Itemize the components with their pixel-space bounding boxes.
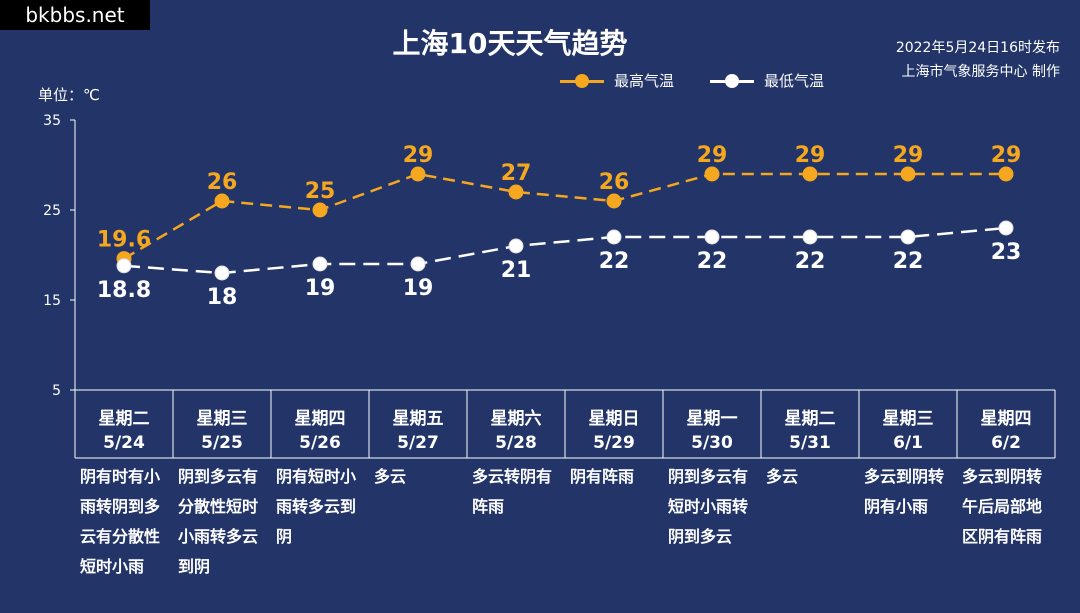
- date-label: 5/26: [299, 433, 341, 453]
- weekday-label: 星期六: [490, 409, 542, 429]
- weather-description: 多云: [374, 467, 407, 486]
- date-label: 6/2: [991, 433, 1021, 453]
- legend-low-marker: [725, 74, 739, 88]
- high-temp-label: 27: [501, 161, 532, 186]
- low-temp-label: 22: [599, 249, 630, 274]
- weekday-label: 星期二: [784, 409, 836, 429]
- y-tick-label: 15: [43, 293, 61, 309]
- low-temp-label: 21: [501, 258, 532, 283]
- high-temp-point: [606, 193, 622, 209]
- weather-description: 多云: [766, 467, 799, 486]
- legend-high-marker: [575, 74, 589, 88]
- low-temp-label: 19: [403, 276, 434, 301]
- high-temp-label: 19.6: [97, 228, 151, 253]
- low-temp-point: [606, 229, 622, 245]
- weekday-label: 星期一: [686, 409, 738, 429]
- high-temp-label: 26: [599, 170, 630, 195]
- low-temp-point: [998, 220, 1014, 236]
- low-temp-label: 22: [893, 249, 924, 274]
- low-temp-point: [312, 256, 328, 272]
- watermark: bkbbs.net: [0, 0, 150, 30]
- y-tick-label: 35: [43, 113, 61, 129]
- date-label: 5/31: [789, 433, 831, 453]
- high-temp-point: [410, 166, 426, 182]
- low-temp-line: [123, 226, 1007, 275]
- low-temp-label: 22: [697, 249, 728, 274]
- date-label: 5/24: [103, 433, 145, 453]
- low-temp-point: [508, 238, 524, 254]
- high-temp-label: 29: [795, 143, 826, 168]
- high-temp-label: 29: [893, 143, 924, 168]
- low-temp-point: [802, 229, 818, 245]
- high-temp-label: 25: [305, 179, 336, 204]
- chart-title: 上海10天天气趋势: [392, 27, 628, 60]
- high-temp-label: 29: [697, 143, 728, 168]
- date-label: 5/29: [593, 433, 635, 453]
- date-label: 5/27: [397, 433, 439, 453]
- y-tick-label: 25: [43, 203, 61, 219]
- high-temp-label: 29: [403, 143, 434, 168]
- low-temp-point: [704, 229, 720, 245]
- high-temp-point: [998, 166, 1014, 182]
- unit-label: 单位：℃: [38, 86, 100, 104]
- low-temp-point: [116, 258, 132, 274]
- high-temp-line: [123, 172, 1006, 260]
- high-temp-point: [214, 193, 230, 209]
- publisher: 上海市气象服务中心 制作: [901, 64, 1060, 80]
- date-label: 6/1: [893, 433, 923, 453]
- high-temp-point: [312, 202, 328, 218]
- high-temp-label: 26: [207, 170, 238, 195]
- weekday-label: 星期日: [588, 409, 640, 429]
- date-label: 5/25: [201, 433, 243, 453]
- low-temp-label: 18.8: [97, 278, 151, 303]
- weekday-label: 星期五: [392, 409, 444, 429]
- weather-description: 多云转阴有阵雨: [472, 467, 553, 516]
- weather-description: 阴到多云有短时小雨转阴到多云: [668, 467, 749, 546]
- weather-description: 阴有阵雨: [570, 467, 635, 486]
- high-temp-point: [508, 184, 524, 200]
- y-tick-label: 5: [52, 383, 61, 399]
- low-temp-point: [214, 265, 230, 281]
- weekday-label: 星期三: [196, 409, 248, 429]
- low-temp-label: 19: [305, 276, 336, 301]
- low-temp-label: 23: [991, 240, 1022, 265]
- high-temp-point: [802, 166, 818, 182]
- publish-time: 2022年5月24日16时发布: [895, 40, 1060, 56]
- weather-description: 阴到多云有分散性短时小雨转多云到阴: [178, 467, 259, 576]
- legend-low-label: 最低气温: [764, 72, 825, 90]
- date-label: 5/28: [495, 433, 537, 453]
- weather-description: 多云到阴转午后局部地区阴有阵雨: [962, 467, 1043, 546]
- high-temp-point: [704, 166, 720, 182]
- weekday-label: 星期二: [98, 409, 150, 429]
- weather-description: 阴有短时小雨转多云到阴: [276, 467, 357, 546]
- weekday-label: 星期四: [980, 409, 1032, 429]
- low-temp-label: 18: [207, 285, 238, 310]
- low-temp-point: [410, 256, 426, 272]
- weather-description: 多云到阴转阴有小雨: [864, 467, 945, 516]
- date-label: 5/30: [691, 433, 733, 453]
- weather-description: 阴有时有小雨转阴到多云有分散性短时小雨: [80, 467, 161, 576]
- publish-info: 2022年5月24日16时发布 上海市气象服务中心 制作: [896, 36, 1060, 84]
- high-temp-point: [900, 166, 916, 182]
- high-temp-label: 29: [991, 143, 1022, 168]
- legend-high-label: 最高气温: [614, 72, 675, 90]
- low-temp-point: [900, 229, 916, 245]
- low-temp-label: 22: [795, 249, 826, 274]
- weekday-label: 星期三: [882, 409, 934, 429]
- weekday-label: 星期四: [294, 409, 346, 429]
